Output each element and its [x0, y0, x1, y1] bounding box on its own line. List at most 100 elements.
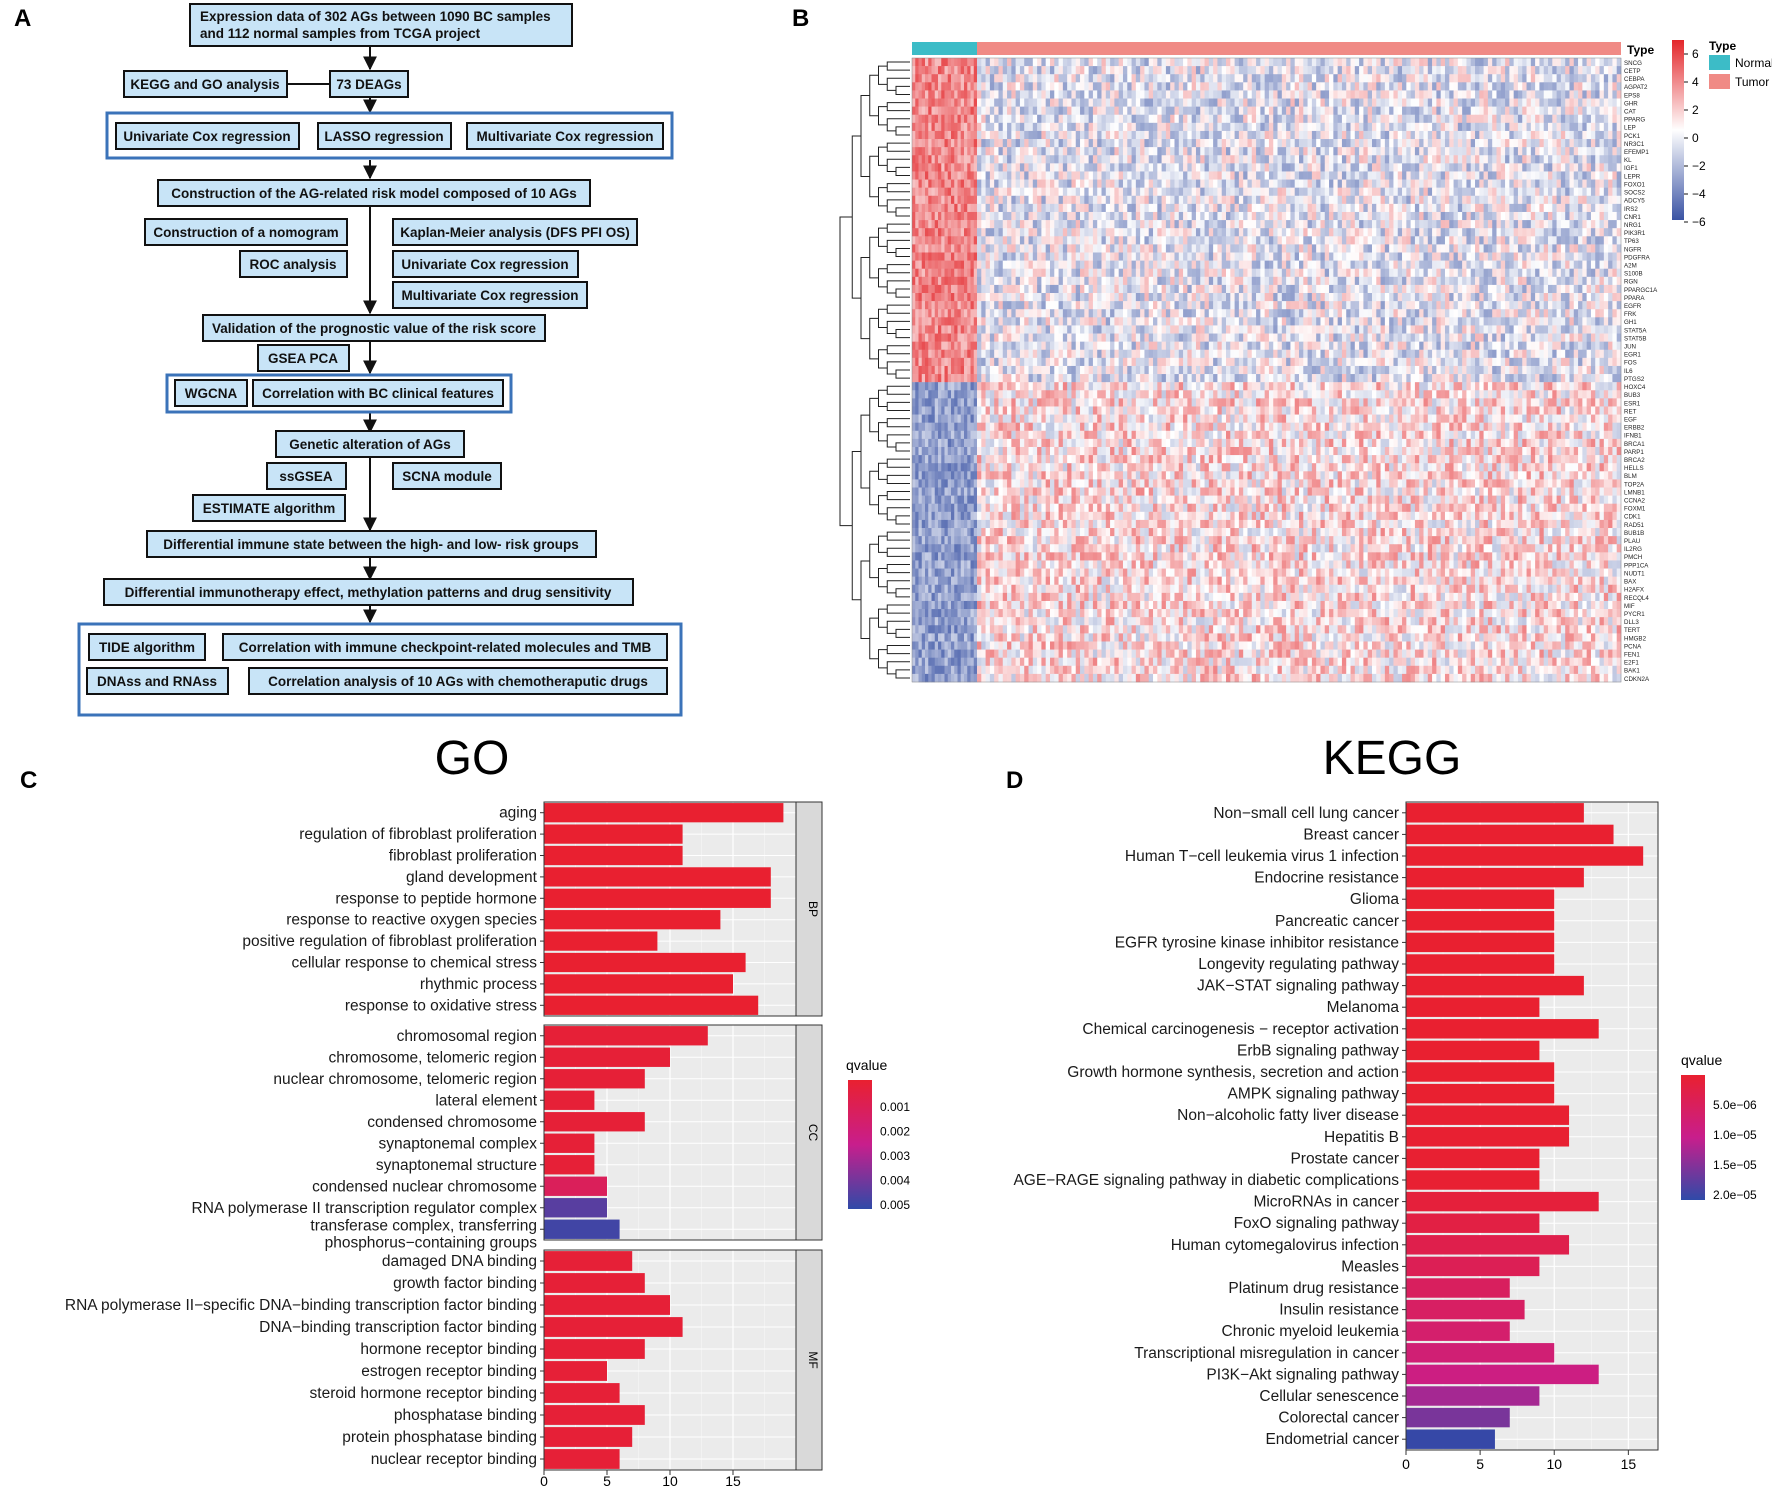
heatmap-row	[912, 496, 1621, 504]
heatmap-row	[912, 552, 1621, 560]
heatmap-row	[912, 528, 1621, 536]
heatmap-gene-label: STAT5B	[1624, 335, 1646, 342]
dendrogram-branch	[870, 471, 879, 504]
go-category-label: regulation of fibroblast proliferation	[299, 826, 537, 843]
dendrogram-branch	[861, 258, 870, 339]
dendrogram-branch	[879, 269, 888, 287]
kegg-category-label: Endometrial cancer	[1265, 1431, 1399, 1448]
go-category-label: response to peptide hormone	[335, 890, 537, 907]
flow-text-immune-state: Differential immune state between the hi…	[163, 537, 579, 552]
go-bar	[544, 1339, 645, 1359]
heatmap-row	[912, 131, 1621, 139]
kegg-category-label: FoxO signaling pathway	[1234, 1215, 1400, 1232]
go-bar	[544, 1405, 645, 1425]
kegg-legend-title: qvalue	[1681, 1052, 1722, 1068]
heatmap-row	[912, 269, 1621, 277]
kegg-bar	[1406, 1105, 1569, 1124]
dendrogram-branch	[896, 167, 910, 175]
heatmap-row	[912, 382, 1621, 390]
heatmap-gene-label: RECQL4	[1624, 595, 1649, 602]
heatmap-gene-label: LEPR	[1624, 173, 1641, 180]
flow-text-kegg-go: KEGG and GO analysis	[130, 77, 279, 92]
kegg-bar	[1406, 1084, 1554, 1103]
heatmap-gene-label: TP63	[1624, 238, 1639, 245]
kegg-category-label: Insulin resistance	[1279, 1302, 1399, 1319]
heatmap-row	[912, 317, 1621, 325]
heatmap-gene-label: HOXC4	[1624, 384, 1646, 391]
heatmap-gene-label: EGR1	[1624, 352, 1641, 359]
kegg-bar	[1406, 911, 1554, 930]
kegg-bar	[1406, 825, 1614, 844]
dendrogram-branch	[896, 443, 910, 451]
heatmap-gene-label: MIF	[1624, 603, 1635, 610]
go-category-label: gland development	[406, 869, 538, 886]
go-category-label: chromosomal region	[397, 1028, 537, 1045]
heatmap-gene-label: EGF	[1624, 416, 1637, 423]
go-bar	[544, 1048, 670, 1067]
dendrogram-branch	[887, 265, 910, 273]
go-bar	[544, 1112, 645, 1131]
dendrogram-branch	[887, 564, 910, 572]
dendrogram-branch	[896, 589, 910, 597]
dendrogram-branch	[887, 143, 910, 151]
heatmap-gene-label: NR3C1	[1624, 141, 1645, 148]
heatmap-gene-label: PCK1	[1624, 133, 1641, 140]
heatmap-row	[912, 423, 1621, 431]
go-x-tick: 15	[725, 1473, 741, 1487]
kegg-bar	[1406, 1408, 1510, 1427]
dendrogram-branch	[887, 305, 910, 313]
heatmap-gene-label: CNR1	[1624, 214, 1641, 221]
dendrogram-branch	[887, 646, 910, 654]
dendrogram-branch	[896, 248, 910, 256]
flow-text-chemo: Correlation analysis of 10 AGs with chem…	[268, 674, 648, 689]
dendrogram-branch	[887, 605, 910, 613]
heatmap-gene-label: PMCH	[1624, 554, 1642, 561]
kegg-category-label: ErbB signaling pathway	[1237, 1042, 1399, 1059]
go-bar	[544, 803, 783, 822]
heatmap-gene-label: PPARG	[1624, 117, 1645, 124]
kegg-bar	[1406, 1170, 1539, 1189]
heatmap-row	[912, 390, 1621, 398]
flow-text-checkpoint: Correlation with immune checkpoint-relat…	[239, 640, 652, 655]
go-bar	[544, 1069, 645, 1088]
heatmap-gene-label: JUN	[1624, 344, 1636, 351]
heatmap-gene-label: RAD51	[1624, 522, 1645, 529]
heatmap-row	[912, 212, 1621, 220]
kegg-bar	[1406, 1257, 1539, 1276]
flow-text-scna: SCNA module	[402, 469, 492, 484]
heatmap-gene-label: GHR	[1624, 100, 1638, 107]
kegg-category-label: JAK−STAT signaling pathway	[1197, 978, 1399, 995]
dendrogram-branch	[870, 237, 879, 278]
legend-label-tumor: Tumor	[1735, 75, 1769, 89]
heatmap-row	[912, 350, 1621, 358]
dendrogram-branch	[861, 415, 870, 488]
heatmap-gene-label: ERBB2	[1624, 425, 1645, 432]
heatmap-colorbar-tick: −2	[1692, 159, 1706, 173]
kegg-category-label: Human cytomegalovirus infection	[1171, 1237, 1399, 1254]
dendrogram-branch	[879, 650, 888, 668]
heatmap-row	[912, 658, 1621, 666]
heatmap-cells	[912, 58, 1621, 682]
flow-text-clinical: Correlation with BC clinical features	[262, 386, 494, 401]
kegg-bar	[1406, 1062, 1554, 1081]
dendrogram-branch	[879, 228, 888, 246]
heatmap-gene-label: RGN	[1624, 279, 1638, 286]
dendrogram-branch	[852, 452, 861, 600]
heatmap-gene-label: CEBPA	[1624, 76, 1645, 83]
kegg-category-label: PI3K−Akt signaling pathway	[1206, 1366, 1399, 1383]
go-category-label: nuclear chromosome, telomeric region	[273, 1071, 537, 1088]
go-bar	[544, 1177, 607, 1196]
go-category-label: damaged DNA binding	[382, 1253, 537, 1270]
heatmap-row	[912, 463, 1621, 471]
dendrogram-branch	[887, 321, 910, 333]
heatmap-gene-label: KL	[1624, 157, 1632, 164]
dendrogram-branch	[861, 561, 870, 638]
dendrogram-branch	[887, 281, 910, 293]
go-bar	[544, 867, 771, 886]
go-bar	[544, 1134, 594, 1153]
heatmap-row	[912, 488, 1621, 496]
dendrogram-branch	[887, 224, 910, 232]
kegg-x-tick: 15	[1621, 1456, 1637, 1472]
heatmap-gene-label: CAT	[1624, 109, 1636, 116]
